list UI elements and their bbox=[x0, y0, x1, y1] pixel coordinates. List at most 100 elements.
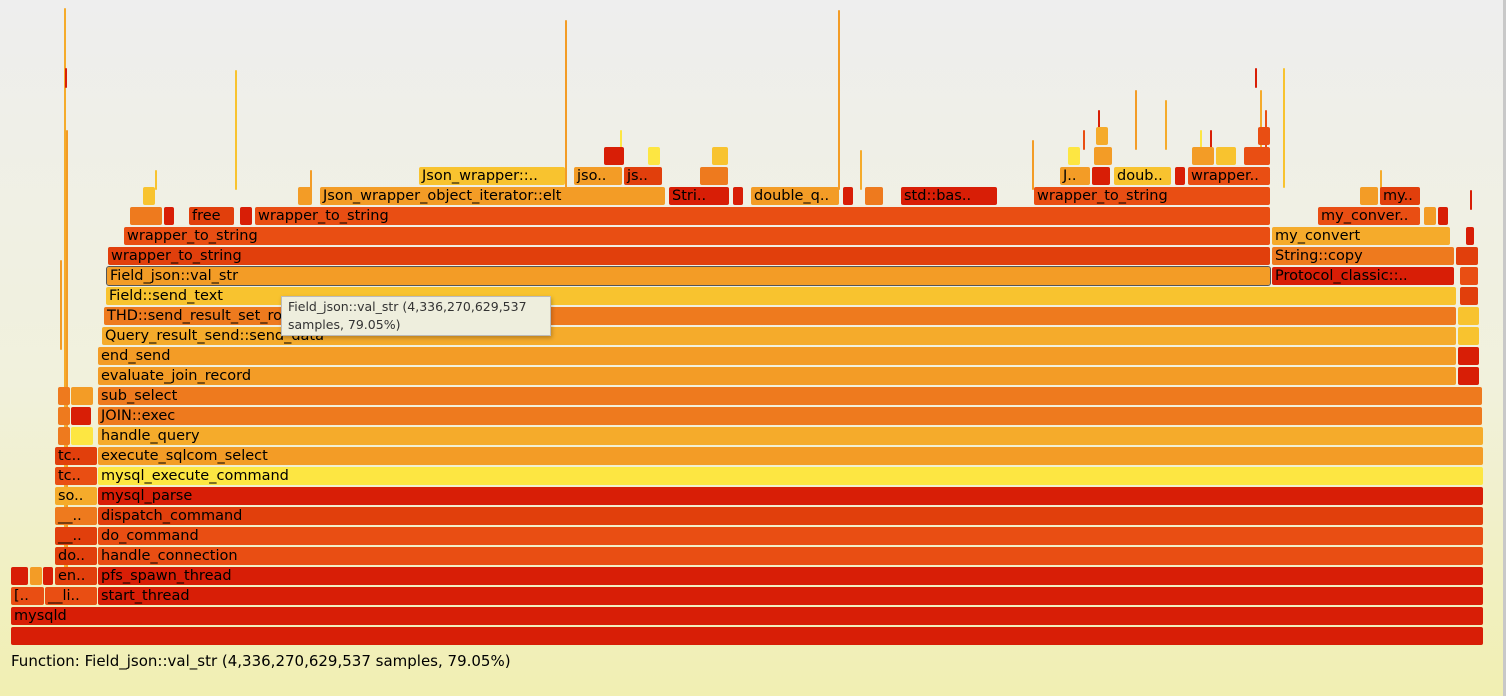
flame-block[interactable] bbox=[1424, 207, 1436, 225]
frame-double-q[interactable]: double_q.. bbox=[751, 187, 839, 205]
frame-execute-sqlcom-select[interactable]: execute_sqlcom_select bbox=[98, 447, 1483, 465]
frame-my[interactable]: my.. bbox=[1380, 187, 1420, 205]
flame-spike[interactable] bbox=[1283, 68, 1285, 188]
frame-mysqld[interactable]: mysqld bbox=[11, 607, 1483, 625]
flame-spike[interactable] bbox=[1135, 90, 1137, 150]
flame-block[interactable] bbox=[1460, 267, 1478, 285]
frame-small-f[interactable] bbox=[58, 407, 70, 425]
frame-std-bas[interactable]: std::bas.. bbox=[901, 187, 997, 205]
frame-small-d[interactable] bbox=[58, 427, 70, 445]
flame-block[interactable] bbox=[1175, 167, 1185, 185]
flame-block[interactable] bbox=[130, 207, 162, 225]
frame-do-command[interactable]: do_command bbox=[98, 527, 1483, 545]
flame-block[interactable] bbox=[733, 187, 743, 205]
frame-wrapper-to-string-1[interactable]: wrapper_to_string bbox=[108, 247, 1270, 265]
flame-spike[interactable] bbox=[860, 150, 862, 190]
frame-small-a[interactable] bbox=[11, 567, 28, 585]
frame-handle-connection[interactable]: handle_connection bbox=[98, 547, 1483, 565]
flame-block[interactable] bbox=[865, 187, 883, 205]
frame-doub[interactable]: doub.. bbox=[1114, 167, 1171, 185]
flame-block[interactable] bbox=[1466, 227, 1474, 245]
frame-wrapper-to-string-2[interactable]: wrapper_to_string bbox=[124, 227, 1270, 245]
flame-block[interactable] bbox=[1068, 147, 1080, 165]
frame-mysql-parse[interactable]: mysql_parse bbox=[98, 487, 1483, 505]
frame-wrapper-short[interactable]: wrapper.. bbox=[1188, 167, 1270, 185]
flame-spike[interactable] bbox=[565, 20, 567, 190]
frame-small-e[interactable] bbox=[71, 427, 93, 445]
frame-underscore-b[interactable]: __.. bbox=[55, 507, 97, 525]
frame-js[interactable]: js.. bbox=[624, 167, 662, 185]
flame-spike[interactable] bbox=[64, 8, 66, 568]
frame-small-j[interactable] bbox=[1458, 367, 1479, 385]
frame-my-convert[interactable]: my_convert bbox=[1272, 227, 1450, 245]
flame-block[interactable] bbox=[1258, 127, 1270, 145]
flame-block[interactable] bbox=[1438, 207, 1448, 225]
flame-spike[interactable] bbox=[1098, 110, 1100, 130]
frame-small-c[interactable] bbox=[43, 567, 53, 585]
frame-mysql-execute-command[interactable]: mysql_execute_command bbox=[98, 467, 1483, 485]
flame-spike[interactable] bbox=[1165, 100, 1167, 150]
frame-stri[interactable]: Stri.. bbox=[669, 187, 729, 205]
flame-block[interactable] bbox=[843, 187, 853, 205]
frame-string-copy[interactable]: String::copy bbox=[1272, 247, 1454, 265]
flame-spike[interactable] bbox=[1032, 140, 1034, 190]
frame-json-wrapper[interactable]: Json_wrapper::.. bbox=[419, 167, 565, 185]
frame-small-i[interactable] bbox=[71, 387, 93, 405]
flame-spike[interactable] bbox=[1083, 130, 1085, 150]
flame-block[interactable] bbox=[1456, 247, 1478, 265]
frame-pfs-spawn-thread[interactable]: pfs_spawn_thread bbox=[98, 567, 1483, 585]
flame-spike[interactable] bbox=[1210, 130, 1212, 150]
frame-small-h[interactable] bbox=[58, 387, 70, 405]
frame-free[interactable]: free bbox=[189, 207, 234, 225]
frame-j[interactable]: J.. bbox=[1060, 167, 1090, 185]
flame-spike[interactable] bbox=[1380, 170, 1382, 190]
frame-small-k[interactable] bbox=[1458, 347, 1479, 365]
flame-spike[interactable] bbox=[155, 170, 157, 190]
frame-libc[interactable]: __li.. bbox=[45, 587, 97, 605]
flame-block[interactable] bbox=[604, 147, 624, 165]
frame-tc-b[interactable]: tc.. bbox=[55, 447, 97, 465]
frame-protocol-classic[interactable]: Protocol_classic::.. bbox=[1272, 267, 1454, 285]
flame-block[interactable] bbox=[700, 167, 728, 185]
frame-unknown[interactable]: [.. bbox=[11, 587, 44, 605]
frame-wrapper-to-string-4[interactable]: wrapper_to_string bbox=[1034, 187, 1270, 205]
frame-small-m[interactable] bbox=[1458, 307, 1479, 325]
frame-small-l[interactable] bbox=[1458, 327, 1479, 345]
flame-spike[interactable] bbox=[60, 260, 62, 350]
flame-spike[interactable] bbox=[1470, 190, 1472, 210]
frame-do[interactable]: do.. bbox=[55, 547, 97, 565]
flame-block[interactable] bbox=[1244, 147, 1270, 165]
flame-block[interactable] bbox=[648, 147, 660, 165]
frame-field-json-val-str[interactable]: Field_json::val_str bbox=[106, 266, 1271, 286]
frame-json-wrapper-object-iterator-elt[interactable]: Json_wrapper_object_iterator::elt bbox=[320, 187, 665, 205]
frame-end-send[interactable]: end_send bbox=[98, 347, 1456, 365]
frame-start-thread[interactable]: start_thread bbox=[98, 587, 1483, 605]
frame-underscore-a[interactable]: __.. bbox=[55, 527, 97, 545]
flame-block[interactable] bbox=[240, 207, 252, 225]
frame-wrapper-to-string-3[interactable]: wrapper_to_string bbox=[255, 207, 1270, 225]
flame-spike[interactable] bbox=[235, 70, 237, 190]
flame-block[interactable] bbox=[1216, 147, 1236, 165]
frame-handle-query[interactable]: handle_query bbox=[98, 427, 1483, 445]
flame-spike[interactable] bbox=[66, 130, 68, 570]
flame-block[interactable] bbox=[712, 147, 728, 165]
flame-spike[interactable] bbox=[1200, 130, 1202, 150]
flame-spike[interactable] bbox=[65, 68, 67, 88]
frame-small-g[interactable] bbox=[71, 407, 91, 425]
flame-block[interactable] bbox=[298, 187, 312, 205]
flame-spike[interactable] bbox=[1260, 90, 1262, 150]
frame-root[interactable] bbox=[11, 627, 1483, 645]
frame-en[interactable]: en.. bbox=[55, 567, 97, 585]
flame-block[interactable] bbox=[1192, 147, 1214, 165]
flame-block[interactable] bbox=[1094, 147, 1112, 165]
flame-block[interactable] bbox=[1096, 127, 1108, 145]
frame-small-n[interactable] bbox=[1460, 287, 1478, 305]
flame-block[interactable] bbox=[1092, 167, 1110, 185]
frame-small-b[interactable] bbox=[30, 567, 42, 585]
frame-so[interactable]: so.. bbox=[55, 487, 97, 505]
frame-jso[interactable]: jso.. bbox=[574, 167, 622, 185]
flame-spike[interactable] bbox=[620, 130, 622, 150]
frame-evaluate-join-record[interactable]: evaluate_join_record bbox=[98, 367, 1456, 385]
frame-join-exec[interactable]: JOIN::exec bbox=[98, 407, 1482, 425]
frame-dispatch-command[interactable]: dispatch_command bbox=[98, 507, 1483, 525]
